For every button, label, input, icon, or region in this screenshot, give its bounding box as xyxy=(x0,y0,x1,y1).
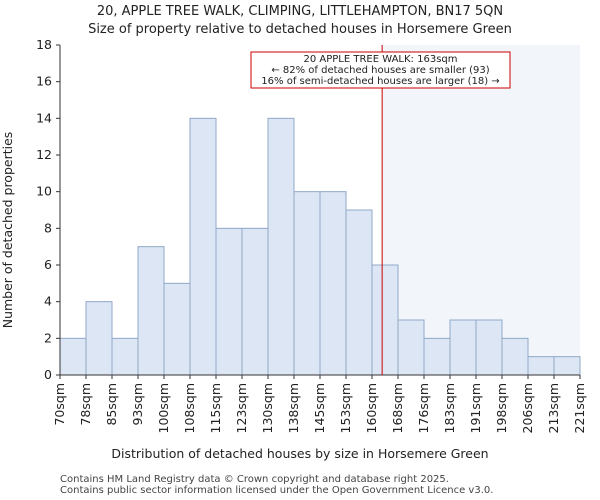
x-tick-label-100sqm: 100sqm xyxy=(156,383,171,433)
annotation-box xyxy=(250,51,511,89)
x-tick-label-153sqm: 153sqm xyxy=(338,383,353,433)
bar-198sqm xyxy=(501,337,529,376)
x-tick-label-191sqm: 191sqm xyxy=(468,383,483,433)
x-tick-label-85sqm: 85sqm xyxy=(104,383,119,426)
bar-123sqm xyxy=(241,227,269,376)
x-axis-label: Distribution of detached houses by size … xyxy=(111,446,488,461)
bar-108sqm xyxy=(189,117,217,376)
y-tick-label-18: 18 xyxy=(36,37,52,52)
bar-138sqm xyxy=(293,191,321,376)
x-tick-label-206sqm: 206sqm xyxy=(520,383,535,433)
y-tick-label-14: 14 xyxy=(36,110,52,125)
x-tick-label-93sqm: 93sqm xyxy=(130,383,145,426)
x-tick-label-176sqm: 176sqm xyxy=(416,383,431,433)
plot-area: 0 2 4 6 8 10 12 14 16 18 70sqm 78sqm 85sqm 93sqm 100sq… xyxy=(36,37,587,433)
bar-213sqm xyxy=(553,356,581,376)
bar-191sqm xyxy=(475,319,503,376)
y-tick-label-16: 16 xyxy=(36,74,52,89)
bar-168sqm xyxy=(397,319,425,376)
bar-183sqm xyxy=(449,319,477,376)
x-tick-label-145sqm: 145sqm xyxy=(312,383,327,433)
x-tick-label-123sqm: 123sqm xyxy=(234,383,249,433)
bar-206sqm xyxy=(527,356,555,376)
x-tick-label-198sqm: 198sqm xyxy=(494,383,509,433)
chart-subtitle: Size of property relative to detached ho… xyxy=(88,22,512,37)
annotation-smaller: ← 82% of detached houses are smaller (93… xyxy=(271,65,489,76)
x-tick-label-70sqm: 70sqm xyxy=(52,383,67,426)
y-axis-label: Number of detached properties xyxy=(0,132,15,329)
bar-100sqm xyxy=(163,282,191,376)
bar-85sqm xyxy=(111,337,139,376)
bar-160sqm xyxy=(371,264,399,376)
bar-115sqm xyxy=(215,227,243,376)
footer-licence: Contains public sector information licen… xyxy=(60,485,494,496)
bar-70sqm xyxy=(59,337,87,376)
x-tick-label-130sqm: 130sqm xyxy=(260,383,275,433)
x-tick-label-138sqm: 138sqm xyxy=(286,383,301,433)
bar-153sqm xyxy=(345,209,373,376)
bar-176sqm xyxy=(423,337,451,376)
x-tick-label-108sqm: 108sqm xyxy=(182,383,197,433)
x-tick-label-213sqm: 213sqm xyxy=(546,383,561,433)
bar-145sqm xyxy=(319,191,347,376)
annotation-larger: 16% of semi-detached houses are larger (… xyxy=(261,76,499,87)
y-tick-label-12: 12 xyxy=(36,147,52,162)
footer-copyright: Contains HM Land Registry data © Crown c… xyxy=(60,474,449,485)
x-tick-label-221sqm: 221sqm xyxy=(572,383,587,433)
chart-title: 20, APPLE TREE WALK, CLIMPING, LITTLEHAM… xyxy=(97,4,503,19)
x-tick-label-168sqm: 168sqm xyxy=(390,383,405,433)
y-tick-label-6: 6 xyxy=(44,257,52,272)
x-tick-label-183sqm: 183sqm xyxy=(442,383,457,433)
annotation-title: 20 APPLE TREE WALK: 163sqm xyxy=(304,54,458,65)
bar-93sqm xyxy=(137,246,165,376)
x-tick-label-115sqm: 115sqm xyxy=(208,383,223,433)
x-tick-label-160sqm: 160sqm xyxy=(364,383,379,433)
y-tick-label-8: 8 xyxy=(44,220,52,235)
bar-130sqm xyxy=(267,117,295,376)
bar-78sqm xyxy=(85,301,113,376)
x-tick-label-78sqm: 78sqm xyxy=(78,383,93,426)
y-tick-label-4: 4 xyxy=(44,294,52,309)
y-tick-label-0: 0 xyxy=(44,367,52,382)
y-tick-label-10: 10 xyxy=(36,184,52,199)
y-tick-label-2: 2 xyxy=(44,330,52,345)
